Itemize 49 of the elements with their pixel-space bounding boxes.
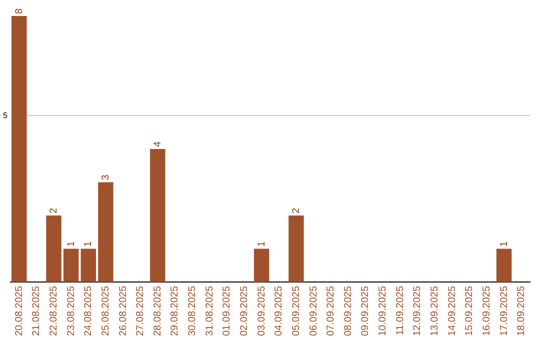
data-label: 2 bbox=[48, 207, 60, 214]
x-tick-label: 09.09.2025 bbox=[360, 286, 372, 336]
data-label: 2 bbox=[290, 207, 302, 214]
x-tick-label: 15.09.2025 bbox=[464, 286, 476, 336]
bar bbox=[150, 148, 166, 282]
x-tick-label: 22.08.2025 bbox=[48, 286, 60, 336]
x-tick-label: 06.09.2025 bbox=[308, 286, 320, 336]
data-label: 1 bbox=[83, 240, 94, 247]
x-tick-label: 30.08.2025 bbox=[187, 286, 198, 336]
x-tick-label: 08.09.2025 bbox=[342, 286, 354, 336]
x-tick-label: 24.08.2025 bbox=[83, 286, 94, 336]
x-tick-label: 20.08.2025 bbox=[14, 286, 25, 336]
y-tick-label: 5 bbox=[2, 110, 8, 120]
x-tick-label: 23.08.2025 bbox=[66, 286, 77, 336]
x-tick-label: 05.09.2025 bbox=[290, 286, 302, 336]
bar bbox=[63, 248, 79, 282]
x-tick-label: 21.08.2025 bbox=[31, 286, 42, 336]
x-tick-label: 29.08.2025 bbox=[170, 286, 181, 336]
data-label: 3 bbox=[100, 174, 112, 180]
data-label: 1 bbox=[66, 240, 77, 247]
x-tick-label: 10.09.2025 bbox=[378, 286, 389, 336]
x-tick-label: 04.09.2025 bbox=[274, 286, 285, 336]
x-tick-label: 26.08.2025 bbox=[118, 286, 129, 336]
x-tick-label: 27.08.2025 bbox=[135, 286, 146, 336]
x-tick-label: 16.09.2025 bbox=[481, 286, 492, 336]
data-label: 1 bbox=[498, 240, 510, 247]
x-tick-label: 13.09.2025 bbox=[430, 286, 440, 336]
bar bbox=[80, 248, 96, 282]
x-tick-label: 02.09.2025 bbox=[238, 286, 250, 336]
data-label: 1 bbox=[256, 240, 268, 247]
bar bbox=[46, 215, 62, 282]
bar bbox=[98, 182, 114, 282]
x-tick-label: 11.09.2025 bbox=[394, 286, 406, 336]
data-label: 8 bbox=[14, 8, 25, 14]
bar bbox=[254, 248, 270, 282]
bar bbox=[496, 248, 512, 282]
x-tick-label: 03.09.2025 bbox=[256, 286, 268, 336]
x-tick-label: 17.09.2025 bbox=[498, 286, 510, 336]
x-tick-label: 01.09.2025 bbox=[222, 286, 233, 336]
data-label: 4 bbox=[152, 140, 164, 147]
x-tick-label: 28.08.2025 bbox=[152, 286, 164, 336]
x-tick-label: 31.08.2025 bbox=[204, 286, 216, 336]
x-tick-label: 12.09.2025 bbox=[412, 286, 424, 336]
x-tick-label: 14.09.2025 bbox=[446, 286, 458, 336]
bar bbox=[11, 16, 27, 282]
x-tick-label: 07.09.2025 bbox=[326, 286, 337, 336]
x-tick-label: 18.09.2025 bbox=[516, 286, 528, 336]
bar bbox=[288, 215, 304, 282]
x-tick-label: 25.08.2025 bbox=[100, 286, 112, 336]
